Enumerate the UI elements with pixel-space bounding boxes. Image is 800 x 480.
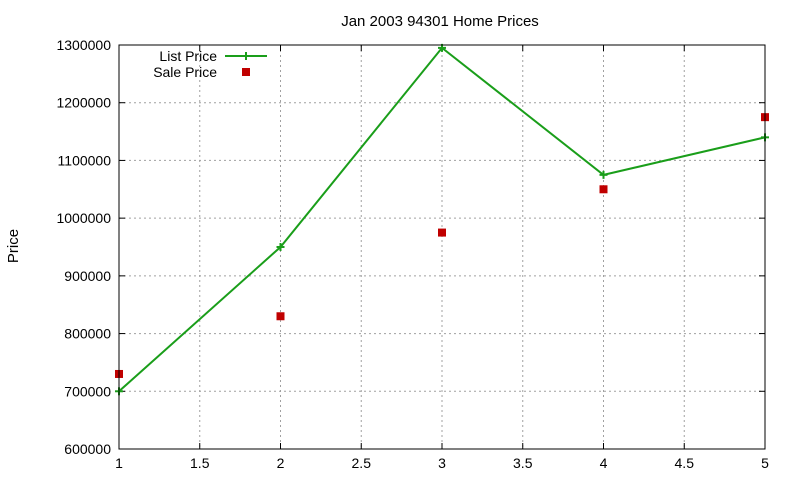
data-point (599, 185, 608, 194)
data-point (438, 228, 446, 237)
y-tick-label: 900000 (64, 268, 111, 284)
chart-title: Jan 2003 94301 Home Prices (341, 13, 539, 30)
x-tick-label: 2.5 (352, 455, 372, 471)
y-tick-label: 1300000 (56, 37, 111, 53)
x-tick-label: 2 (277, 455, 285, 471)
x-tick-label: 5 (761, 455, 769, 471)
x-tick-label: 4 (600, 455, 608, 471)
data-point (276, 243, 285, 251)
y-axis-label: Price (5, 229, 22, 263)
y-tick-label: 1000000 (56, 210, 111, 226)
legend-entry: List Price (159, 48, 267, 64)
data-point (599, 170, 608, 179)
legend-label: Sale Price (153, 64, 217, 80)
plot-border (118, 44, 766, 450)
data-point (276, 312, 285, 321)
legend-label: List Price (159, 48, 217, 64)
legend-entry: Sale Price (153, 64, 250, 80)
tick-labels: 1 1.5 2 2.5 3 3.5 4 4.5 5 600000 700000 800000 90000… (56, 37, 769, 471)
y-tick-label: 1200000 (56, 95, 111, 111)
x-tick-label: 1 (115, 455, 123, 471)
x-tick-label: 1.5 (190, 455, 210, 471)
x-tick-label: 3.5 (513, 455, 533, 471)
x-tick-label: 4.5 (675, 455, 695, 471)
y-tick-label: 600000 (64, 441, 111, 457)
y-tick-label: 1100000 (58, 152, 112, 168)
series-line (118, 46, 766, 393)
x-tick-label: 3 (438, 455, 446, 471)
y-tick-label: 700000 (64, 383, 111, 399)
grid-lines (119, 45, 765, 449)
y-tick-label: 800000 (64, 326, 111, 342)
legend-marker (242, 68, 250, 76)
legend-marker (242, 52, 250, 60)
